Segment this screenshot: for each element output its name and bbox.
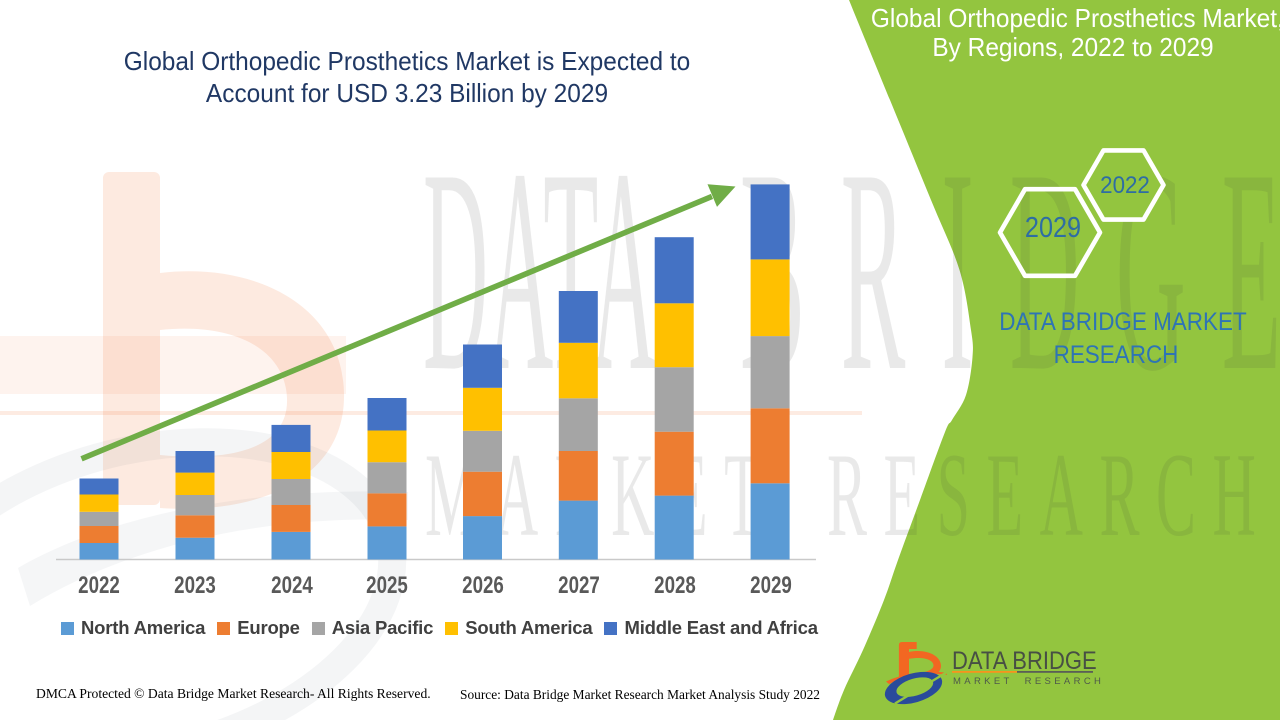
svg-text:RESEARCH: RESEARCH <box>827 427 1272 561</box>
svg-text:BRIDGE: BRIDGE <box>740 109 1280 431</box>
